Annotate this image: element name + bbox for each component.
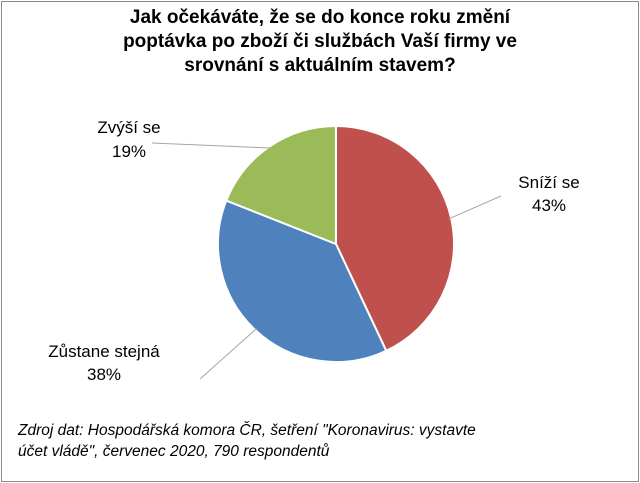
title-line-1: Jak očekáváte, že se do konce roku změní (129, 7, 511, 28)
source-note: Zdroj dat: Hospodářská komora ČR, šetřen… (18, 420, 628, 462)
leader-line-2 (151, 142, 271, 149)
pie-slice-2 (224, 124, 337, 246)
slice-label-name-2: Zvýší se (97, 118, 160, 137)
slice-label-value-1: 38% (87, 365, 121, 384)
leader-lines (151, 142, 502, 380)
source-line-2: účet vládě", červenec 2020, 790 responde… (18, 443, 330, 460)
title-line-2: poptávka po zboží či službách Vaší firmy… (123, 31, 517, 52)
leader-line-1 (199, 328, 257, 380)
chart-title: Jak očekáváte, že se do konce roku změní… (60, 6, 580, 78)
title-line-3: srovnání s aktuálním stavem? (184, 55, 456, 76)
slice-label-name-0: Sníží se (518, 173, 579, 192)
leader-line-0 (449, 195, 502, 220)
source-line-1: Zdroj dat: Hospodářská komora ČR, šetřen… (18, 422, 476, 439)
pie-slices (217, 124, 455, 363)
slice-label-value-0: 43% (532, 196, 566, 215)
slice-label-value-2: 19% (112, 142, 146, 161)
slice-label-name-1: Zůstane stejná (48, 342, 160, 361)
